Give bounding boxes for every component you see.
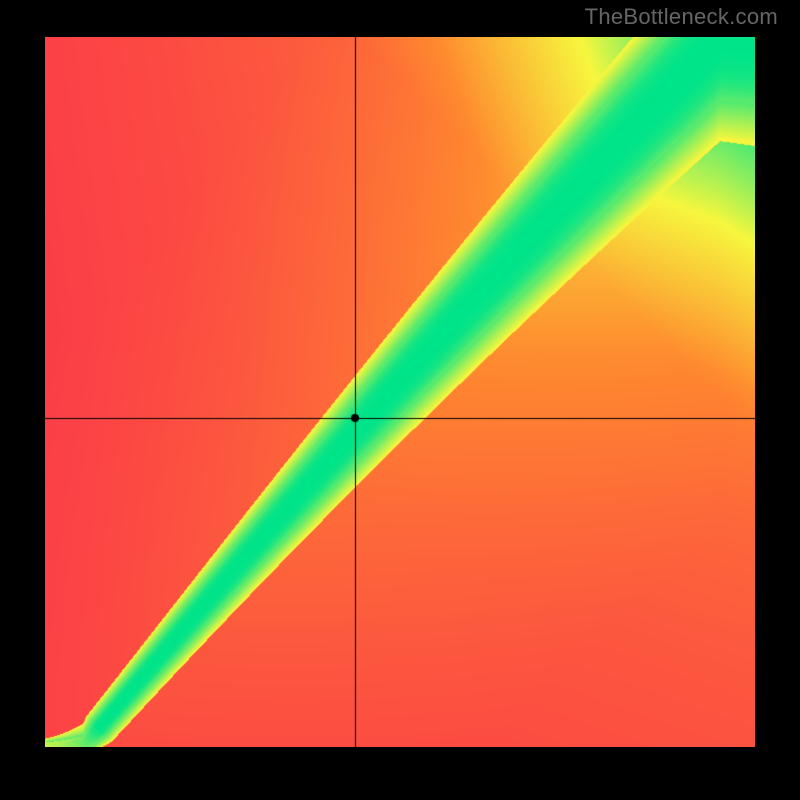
bottleneck-heatmap bbox=[45, 37, 755, 747]
watermark-text: TheBottleneck.com bbox=[585, 4, 778, 30]
